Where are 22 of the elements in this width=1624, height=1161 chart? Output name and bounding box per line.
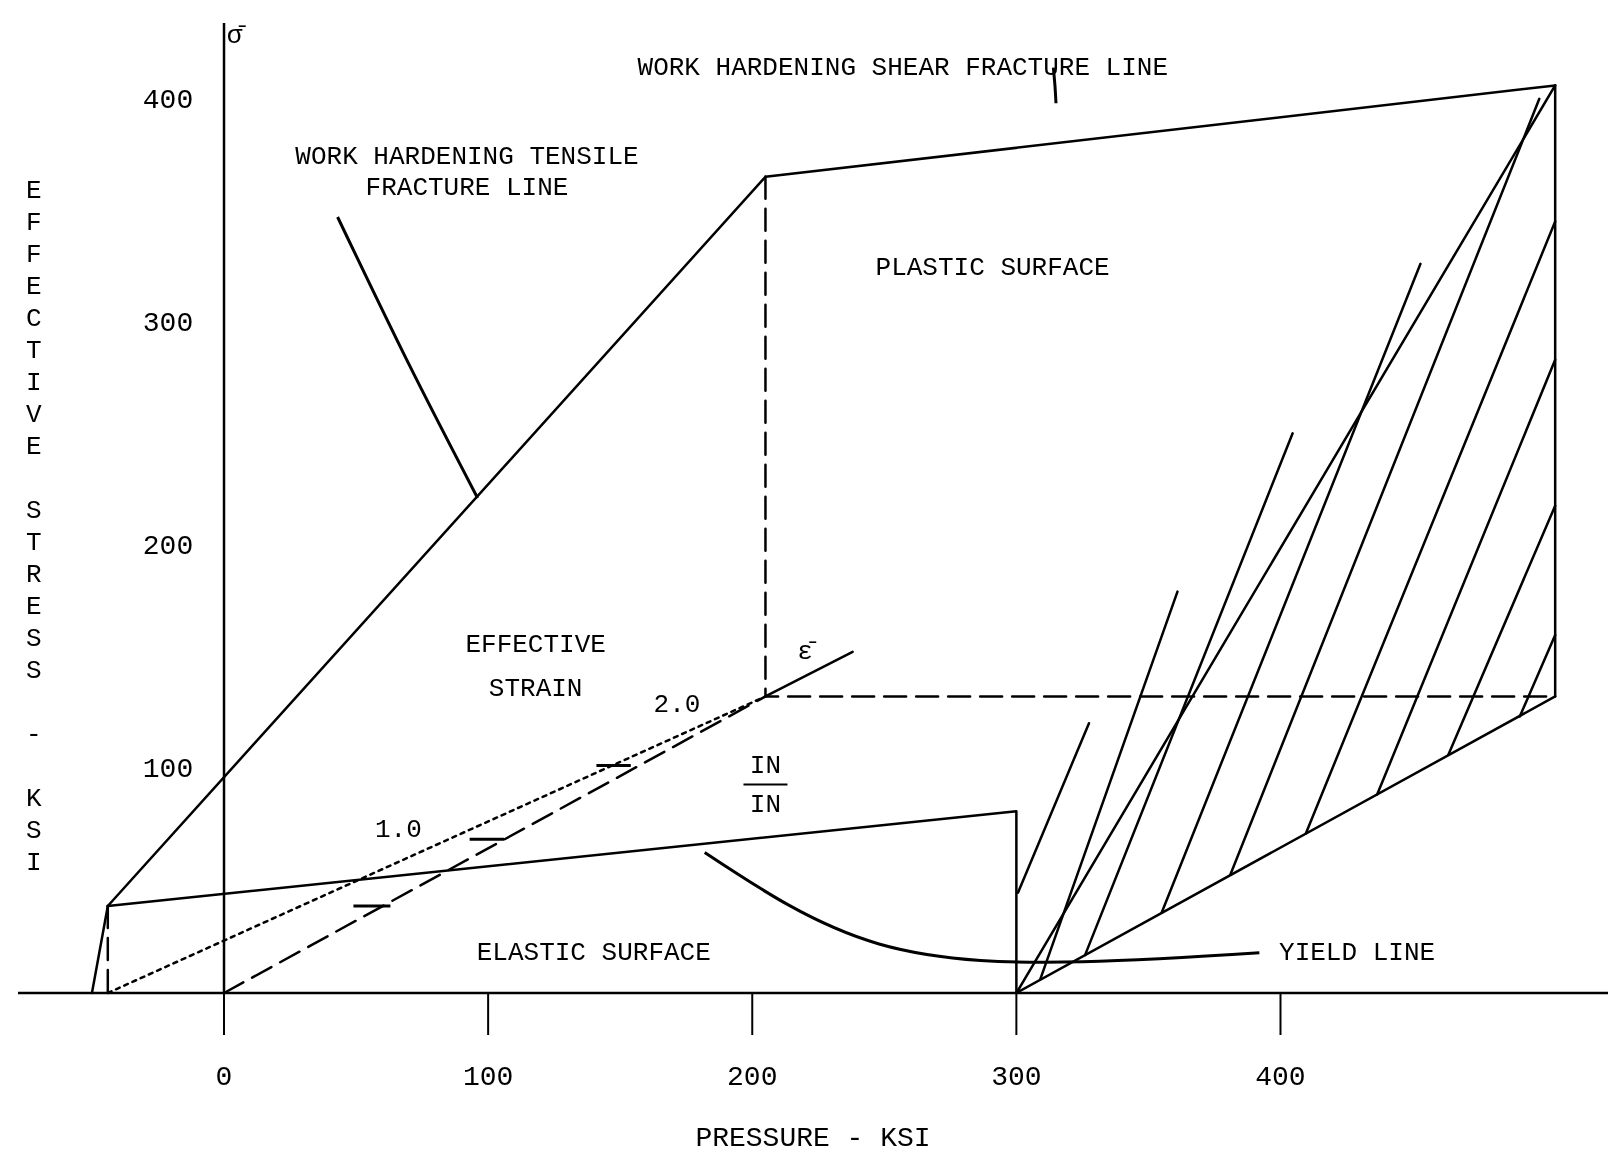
annotation: ε̄ (797, 636, 817, 667)
annotation: WORK HARDENING TENSILE FRACTURE LINE (295, 141, 639, 203)
annotation: 2.0 (653, 690, 701, 721)
annotation: YIELD LINE (1279, 937, 1436, 968)
annotation: WORK HARDENING SHEAR FRACTURE LINE (637, 52, 1169, 83)
x-tick-label: 400 (1255, 1062, 1306, 1093)
y-tick-label: 400 (142, 85, 194, 117)
annotation: σ̄ (226, 21, 247, 52)
x-tick-label: 100 (462, 1062, 514, 1093)
annotation: PLASTIC SURFACE (875, 253, 1110, 284)
annotation: EFFECTIVE STRAIN (465, 630, 606, 705)
x-tick-label: 300 (991, 1062, 1042, 1093)
x-tick-label: 0 (215, 1062, 233, 1093)
y-tick-label: 300 (142, 308, 194, 340)
y-tick-label: 100 (142, 754, 194, 786)
x-axis-title: PRESSURE - KSI (695, 1123, 931, 1154)
annotation: IN IN (749, 750, 782, 820)
text: EFFECTIVE STRESS - KSI (26, 176, 42, 878)
y-tick-label: 200 (142, 531, 194, 563)
x-tick-label: 200 (727, 1062, 778, 1093)
annotation: 1.0 (374, 815, 422, 846)
annotation: ELASTIC SURFACE (476, 937, 711, 968)
